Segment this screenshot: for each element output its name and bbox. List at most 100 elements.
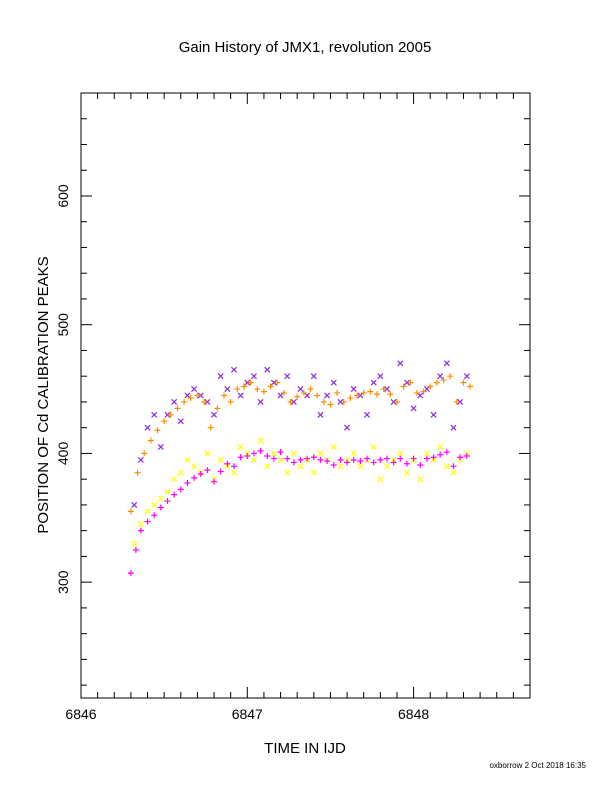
data-point — [327, 401, 334, 408]
data-point — [377, 456, 384, 463]
data-point — [317, 450, 324, 457]
data-point — [164, 498, 171, 505]
series-2 — [131, 437, 470, 547]
data-point — [204, 450, 211, 457]
data-point — [417, 462, 424, 469]
data-point — [350, 456, 357, 463]
data-point — [337, 398, 344, 405]
x-tick-label: 6847 — [232, 706, 263, 722]
data-point — [157, 504, 164, 511]
data-point — [187, 395, 194, 402]
data-point — [260, 388, 267, 395]
data-point — [191, 386, 198, 393]
y-tick-label: 400 — [55, 442, 71, 466]
data-point — [131, 501, 138, 508]
data-point — [201, 398, 208, 405]
data-point — [423, 386, 430, 393]
data-point — [357, 392, 364, 399]
data-point — [423, 455, 430, 462]
data-point — [277, 456, 284, 463]
data-point — [310, 469, 317, 476]
data-point — [290, 398, 297, 405]
data-point — [217, 373, 224, 380]
data-point — [157, 443, 164, 451]
data-point — [157, 495, 164, 502]
data-point — [244, 453, 251, 459]
data-point — [270, 450, 277, 457]
data-point — [244, 379, 251, 386]
data-point — [297, 386, 304, 393]
data-point — [413, 389, 420, 396]
data-point — [443, 360, 450, 367]
data-point — [274, 379, 281, 386]
data-point — [324, 392, 331, 399]
data-point — [390, 459, 397, 466]
data-point — [457, 398, 464, 405]
x-tick-labels: 6846 6847 6848 — [65, 706, 429, 722]
data-point — [270, 379, 277, 386]
y-tick-labels: 300 400 500 600 — [55, 184, 71, 594]
data-point — [144, 508, 151, 515]
data-point — [433, 379, 440, 386]
data-point — [137, 521, 144, 528]
data-point — [217, 456, 224, 463]
data-point — [144, 518, 151, 525]
data-point — [154, 427, 161, 434]
data-point — [377, 476, 384, 483]
data-point — [317, 456, 324, 463]
data-point — [264, 366, 271, 373]
data-point — [410, 405, 417, 412]
data-point — [257, 447, 264, 454]
data-point — [240, 383, 247, 390]
data-point — [184, 480, 191, 487]
data-point — [151, 512, 158, 519]
data-point — [164, 489, 171, 496]
data-point — [467, 383, 474, 390]
data-point — [400, 383, 407, 390]
data-point — [297, 463, 304, 470]
data-point — [383, 386, 391, 393]
data-point — [177, 418, 184, 425]
plot-frame — [80, 92, 531, 699]
data-point — [450, 463, 457, 470]
data-point — [317, 411, 324, 418]
data-point — [403, 469, 410, 476]
data-point — [237, 454, 244, 461]
data-point — [217, 468, 224, 475]
data-point — [357, 463, 364, 470]
data-point — [330, 443, 337, 451]
data-point — [287, 398, 294, 405]
data-point — [141, 450, 148, 457]
data-point — [264, 453, 271, 459]
data-point — [397, 455, 404, 462]
data-point — [427, 383, 434, 390]
data-point — [144, 424, 151, 431]
data-point — [450, 469, 457, 476]
data-point — [207, 424, 214, 431]
data-point — [230, 469, 238, 476]
data-point — [247, 379, 254, 386]
data-point — [330, 462, 337, 469]
data-point — [344, 424, 351, 431]
data-point — [134, 469, 141, 476]
y-axis-title: POSITION OF Cd CALIBRATION PEAKS — [35, 256, 52, 533]
data-point — [211, 478, 218, 485]
data-point — [387, 391, 394, 398]
data-point — [164, 411, 171, 418]
data-point — [237, 392, 244, 399]
data-point — [204, 398, 211, 405]
data-point — [290, 459, 297, 466]
data-point — [131, 540, 138, 547]
data-point — [270, 455, 277, 462]
data-point — [284, 455, 291, 462]
data-point — [437, 451, 444, 458]
data-point — [151, 501, 158, 508]
data-point — [347, 395, 354, 402]
data-point — [191, 463, 198, 470]
data-point — [354, 392, 361, 399]
data-point — [171, 398, 178, 405]
footer-stamp: oxborrow 2 Oct 2018 16:35 — [489, 761, 586, 770]
data-point — [294, 393, 301, 400]
series-1 — [127, 373, 474, 515]
